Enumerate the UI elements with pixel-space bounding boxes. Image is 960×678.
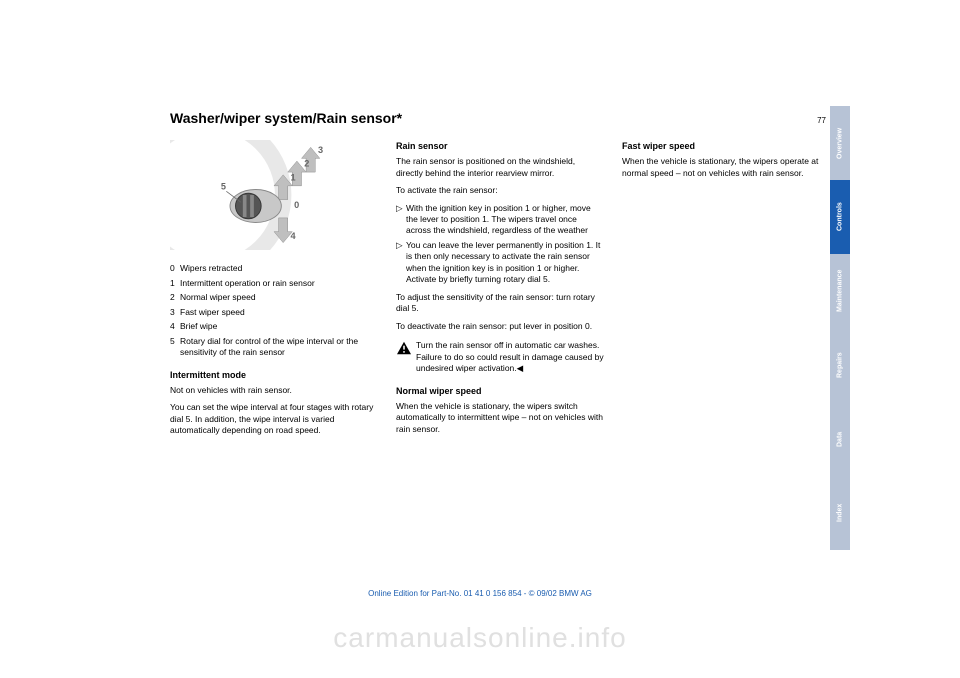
legend-text: Fast wiper speed: [180, 307, 378, 318]
paragraph: The rain sensor is positioned on the win…: [396, 156, 604, 179]
caution-text: Turn the rain sensor off in automatic ca…: [416, 340, 604, 374]
page-title: Washer/wiper system/Rain sensor*: [170, 110, 402, 126]
legend-item: 3Fast wiper speed: [170, 307, 378, 318]
caution-box: Turn the rain sensor off in automatic ca…: [396, 340, 604, 374]
tab-data[interactable]: Data: [830, 402, 850, 476]
title-row: Washer/wiper system/Rain sensor* 77: [170, 110, 830, 126]
svg-text:2: 2: [304, 159, 309, 169]
legend-item: 5Rotary dial for control of the wipe int…: [170, 336, 378, 359]
subhead-fast-speed: Fast wiper speed: [622, 140, 830, 152]
paragraph: To deactivate the rain sensor: put lever…: [396, 321, 604, 332]
warning-icon: [396, 341, 412, 355]
bullet-mark: ▷: [396, 203, 406, 237]
bullet-text: You can leave the lever permanently in p…: [406, 240, 604, 286]
paragraph: You can set the wipe interval at four st…: [170, 402, 378, 436]
tab-controls[interactable]: Controls: [830, 180, 850, 254]
caution-content: Turn the rain sensor off in automatic ca…: [416, 340, 604, 373]
legend-num: 3: [170, 307, 180, 318]
legend-text: Brief wipe: [180, 321, 378, 332]
bullet-mark: ▷: [396, 240, 406, 286]
watermark: carmanualsonline.info: [0, 622, 960, 654]
bullet-item: ▷You can leave the lever permanently in …: [396, 240, 604, 286]
legend-item: 4Brief wipe: [170, 321, 378, 332]
paragraph: When the vehicle is stationary, the wipe…: [396, 401, 604, 435]
legend-num: 1: [170, 278, 180, 289]
column-2: Rain sensor The rain sensor is positione…: [396, 140, 604, 443]
page-number: 77: [817, 116, 826, 125]
tab-repairs[interactable]: Repairs: [830, 328, 850, 402]
svg-text:0: 0: [294, 200, 299, 210]
paragraph: To activate the rain sensor:: [396, 185, 604, 196]
legend-num: 5: [170, 336, 180, 359]
legend-text: Rotary dial for control of the wipe inte…: [180, 336, 378, 359]
legend-text: Intermittent operation or rain sensor: [180, 278, 378, 289]
tab-maintenance[interactable]: Maintenance: [830, 254, 850, 328]
side-tabs: Overview Controls Maintenance Repairs Da…: [830, 106, 850, 550]
footer-text: Online Edition for Part-No. 01 41 0 156 …: [0, 589, 960, 598]
legend-num: 4: [170, 321, 180, 332]
page-content: Washer/wiper system/Rain sensor* 77: [170, 110, 830, 443]
column-3: Fast wiper speed When the vehicle is sta…: [622, 140, 830, 443]
wiper-lever-figure: 3 2 1 0 4 5: [170, 140, 378, 250]
legend-num: 0: [170, 263, 180, 274]
legend-text: Wipers retracted: [180, 263, 378, 274]
svg-text:5: 5: [221, 182, 226, 192]
legend-num: 2: [170, 292, 180, 303]
subhead-intermittent: Intermittent mode: [170, 369, 378, 381]
columns: 3 2 1 0 4 5 0Wipers retracted 1Intermitt…: [170, 140, 830, 443]
bullet-text: With the ignition key in position 1 or h…: [406, 203, 604, 237]
tab-index[interactable]: Index: [830, 476, 850, 550]
column-1: 3 2 1 0 4 5 0Wipers retracted 1Intermitt…: [170, 140, 378, 443]
legend-item: 0Wipers retracted: [170, 263, 378, 274]
legend-item: 2Normal wiper speed: [170, 292, 378, 303]
paragraph: To adjust the sensitivity of the rain se…: [396, 292, 604, 315]
svg-text:3: 3: [318, 145, 323, 155]
legend-text: Normal wiper speed: [180, 292, 378, 303]
tab-overview[interactable]: Overview: [830, 106, 850, 180]
svg-text:1: 1: [291, 172, 296, 182]
end-mark: ◀: [517, 363, 524, 373]
svg-text:4: 4: [291, 231, 297, 241]
legend-item: 1Intermittent operation or rain sensor: [170, 278, 378, 289]
paragraph: When the vehicle is stationary, the wipe…: [622, 156, 830, 179]
subhead-normal-speed: Normal wiper speed: [396, 385, 604, 397]
subhead-rain-sensor: Rain sensor: [396, 140, 604, 152]
bullet-item: ▷With the ignition key in position 1 or …: [396, 203, 604, 237]
paragraph: Not on vehicles with rain sensor.: [170, 385, 378, 396]
